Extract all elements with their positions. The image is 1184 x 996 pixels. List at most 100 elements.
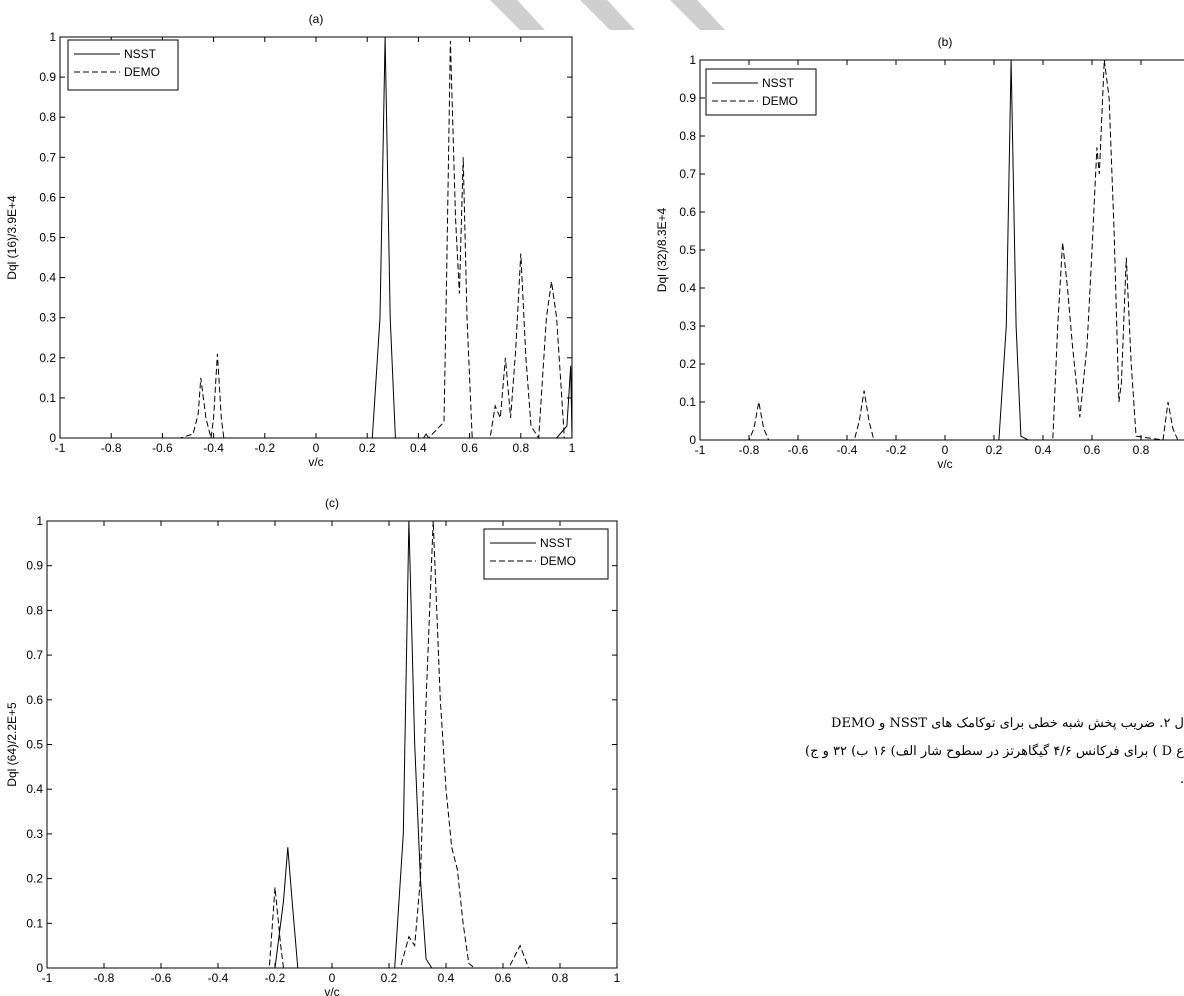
chart-a-legend-box <box>67 39 179 91</box>
chart-b-xtick-label: 0.8 <box>1133 443 1150 457</box>
chart-b-ytick-label: 0.3 <box>679 319 696 333</box>
chart-b-legend-label-demo: DEMO <box>762 94 798 108</box>
chart-a-ytick-label: 0.8 <box>39 110 56 124</box>
chart-a-ytick-label: 0.5 <box>39 231 56 245</box>
chart-c-xtick-label: 0.8 <box>552 971 569 985</box>
chart-b-svg: (b) -1 -0.8 -0.6 -0.4 -0.2 0 0.2 0.4 0.6 0.8 1 0 0.1 0… <box>655 35 1184 471</box>
chart-a-series-nsst <box>60 36 573 439</box>
chart-b-legend: NSST DEMO <box>705 68 817 116</box>
chart-c-xtick-label: -0.8 <box>94 971 115 985</box>
chart-b-ytick-label: 1 <box>689 53 696 67</box>
chart-b-legend-box <box>705 68 817 116</box>
chart-a-ytick-label: 0.7 <box>39 150 56 164</box>
chart-b-series-demo <box>700 59 1184 441</box>
figure-caption: ل ۲. ضریب پخش شبه خطی برای توکامک های NS… <box>690 710 1184 794</box>
chart-a-ytick-label: 0.6 <box>39 190 56 204</box>
chart-c-svg: (c) -1 -0.8 -0.6 -0.4 -0.2 0 0.2 0.4 0.6 0.8 1 0 0.1 0… <box>5 496 621 996</box>
chart-c-ytick-label: 0.4 <box>26 782 43 796</box>
chart-c-ytick-label: 0 <box>36 961 43 975</box>
chart-b: (b) -1 -0.8 -0.6 -0.4 -0.2 0 0.2 0.4 0.6 0.8 1 0 0.1 0… <box>650 30 1184 495</box>
chart-b-xtick-label: -0.2 <box>886 443 907 457</box>
chart-c-xtick-label: -1 <box>42 971 53 985</box>
chart-b-ylabel: Dql (32)/8.3E+4 <box>655 207 669 292</box>
chart-a-ytick-label: 0.3 <box>39 311 56 325</box>
chart-b-xtick-label: 0 <box>942 443 949 457</box>
chart-c-legend-box <box>483 528 609 580</box>
chart-a-legend-label-demo: DEMO <box>124 65 160 79</box>
chart-a-xtick-label: 1 <box>569 441 576 455</box>
chart-a-xlabel: v/c <box>308 455 323 469</box>
chart-a-xtick-label: 0.6 <box>461 441 478 455</box>
chart-b-xtick-label: -0.8 <box>739 443 760 457</box>
chart-a-xtick-label: 0.2 <box>359 441 376 455</box>
chart-a-ytick-label: 0.4 <box>39 271 56 285</box>
chart-b-xtick-label: -0.6 <box>788 443 809 457</box>
chart-a-xtick-label: -0.8 <box>101 441 122 455</box>
chart-a-legend: NSST DEMO <box>67 39 179 91</box>
chart-c-ytick-label: 0.2 <box>26 872 43 886</box>
chart-c-ylabel: Dql (64)/2.2E+5 <box>5 702 19 787</box>
chart-c-ytick-label: 0.1 <box>26 916 43 930</box>
watermark-logo <box>490 0 725 30</box>
chart-c-frame <box>46 520 618 969</box>
chart-c-xtick-label: 1 <box>614 971 621 985</box>
chart-c-xtick-label: -0.2 <box>265 971 286 985</box>
chart-b-xtick-label: 0.6 <box>1084 443 1101 457</box>
chart-b-xlabel: v/c <box>937 457 952 471</box>
chart-b-ytick-label: 0.4 <box>679 281 696 295</box>
chart-b-xtick-label: 0.4 <box>1035 443 1052 457</box>
chart-b-xtick-label: -1 <box>695 443 706 457</box>
chart-a-xtick-label: -0.4 <box>203 441 224 455</box>
caption-line-3: . <box>1179 772 1184 787</box>
chart-a-legend-label-nsst: NSST <box>124 47 157 61</box>
chart-c-xtick-label: -0.4 <box>208 971 229 985</box>
chart-b-ytick-label: 0 <box>689 433 696 447</box>
chart-a-ylabel: Dql (16)/3.9E+4 <box>5 195 19 280</box>
chart-c-title: (c) <box>325 496 339 510</box>
chart-a-xtick-label: 0.8 <box>512 441 529 455</box>
watermark-stroke-2 <box>580 0 635 30</box>
chart-c-xlabel: v/c <box>324 985 339 996</box>
chart-b-xtick-label: 0.2 <box>986 443 1003 457</box>
chart-c-ytick-label: 1 <box>36 514 43 528</box>
chart-c-ytick-label: 0.6 <box>26 693 43 707</box>
chart-a-xtick-label: -1 <box>55 441 66 455</box>
chart-a-xtick-label: -0.2 <box>254 441 275 455</box>
chart-c-xtick-label: 0.4 <box>438 971 455 985</box>
chart-b-ytick-label: 0.1 <box>679 395 696 409</box>
chart-c-ytick-label: 0.9 <box>26 559 43 573</box>
chart-b-series-nsst <box>700 59 1184 441</box>
chart-b-ytick-label: 0.2 <box>679 357 696 371</box>
chart-a-ytick-label: 0.1 <box>39 391 56 405</box>
chart-c-legend-label-nsst: NSST <box>540 536 573 550</box>
chart-c-ytick-label: 0.7 <box>26 648 43 662</box>
chart-c-xtick-label: 0 <box>329 971 336 985</box>
chart-a-ytick-label: 0.9 <box>39 70 56 84</box>
chart-c-ytick-label: 0.3 <box>26 827 43 841</box>
chart-c-ytick-label: 0.8 <box>26 603 43 617</box>
chart-a-ytick-label: 1 <box>49 30 56 44</box>
chart-b-legend-label-nsst: NSST <box>762 76 795 90</box>
caption-line-1: ل ۲. ضریب پخش شبه خطی برای توکامک های NS… <box>831 716 1184 731</box>
chart-c-xtick-label: 0.2 <box>381 971 398 985</box>
chart-a-xtick-label: 0 <box>313 441 320 455</box>
chart-a-xtick-label: 0.4 <box>410 441 427 455</box>
chart-a-title: (a) <box>309 12 324 26</box>
chart-a-ytick-label: 0.2 <box>39 351 56 365</box>
chart-b-ytick-label: 0.9 <box>679 91 696 105</box>
chart-c-legend: NSST DEMO <box>483 528 609 580</box>
chart-b-frame <box>699 59 1184 441</box>
chart-b-xtick-label: -0.4 <box>837 443 858 457</box>
chart-c-ytick-label: 0.5 <box>26 738 43 752</box>
watermark-stroke-1 <box>490 0 545 30</box>
watermark-stroke-3 <box>670 0 725 30</box>
chart-a-svg: (a) -1 -0.8 -0.6 -0.4 -0.2 0 0.2 0.4 0.6 0.8 1 0 0.1 0… <box>5 12 576 469</box>
chart-b-ytick-label: 0.5 <box>679 243 696 257</box>
chart-c-legend-label-demo: DEMO <box>540 554 576 568</box>
chart-b-ytick-label: 0.8 <box>679 129 696 143</box>
chart-b-title: (b) <box>938 35 953 49</box>
chart-c-series-demo <box>47 520 617 969</box>
chart-c-series-nsst <box>47 520 617 969</box>
chart-a-series-demo <box>60 40 572 440</box>
chart-a-frame <box>59 36 573 439</box>
